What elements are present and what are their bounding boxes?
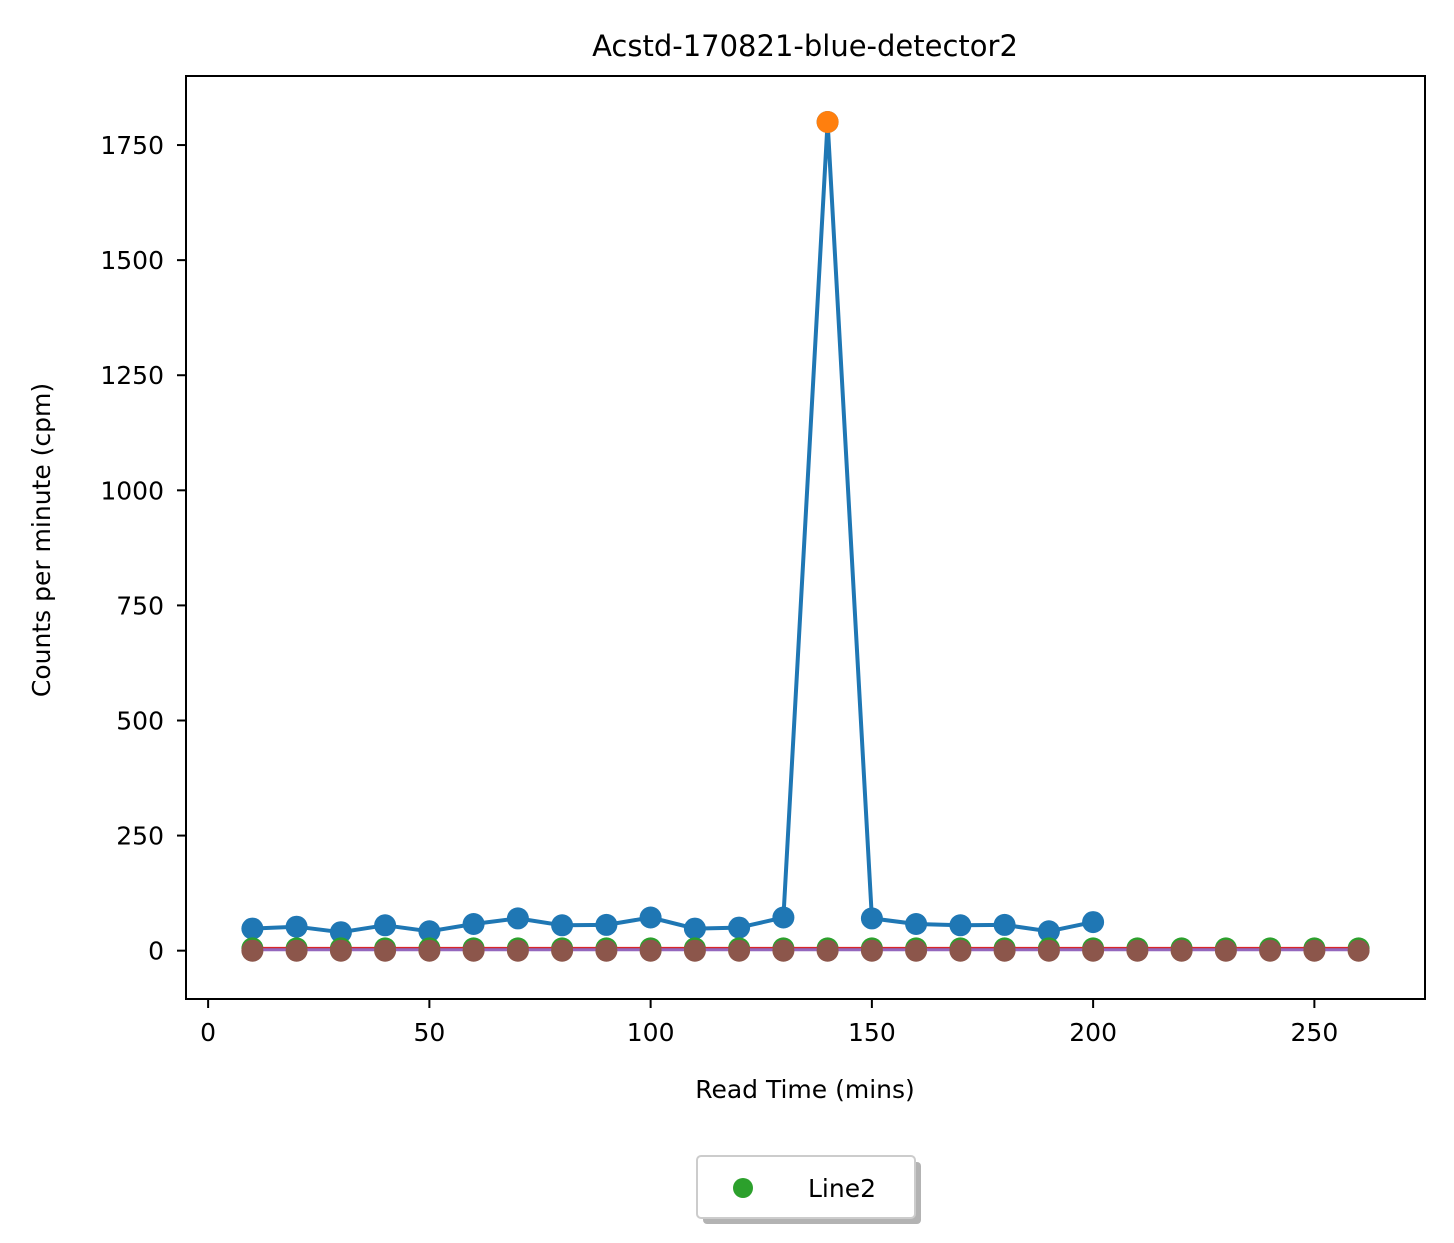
legend-box	[696, 1155, 916, 1219]
series-5-point	[1303, 939, 1326, 962]
y-tick-label: 1000	[100, 476, 164, 505]
series-1	[816, 111, 839, 133]
series-5-point	[1126, 939, 1149, 962]
series-5-point	[1259, 939, 1282, 962]
y-tick-label: 1500	[100, 246, 164, 275]
x-tick-label: 100	[627, 1018, 675, 1047]
series-0-point	[462, 913, 485, 935]
y-axis-label: Counts per minute (cpm)	[27, 383, 56, 697]
y-tick-label: 0	[148, 937, 164, 966]
x-tick-label: 0	[200, 1018, 216, 1047]
series-5-point	[241, 939, 264, 962]
series-0-point	[551, 914, 574, 937]
x-axis: 0 50 100 150 200 250	[200, 999, 1338, 1047]
series-5-point	[949, 939, 972, 962]
series-0-point	[1037, 920, 1060, 943]
series-0-point	[905, 913, 928, 935]
series-0-point	[329, 921, 352, 944]
y-tick-label: 500	[116, 706, 164, 735]
chart-title: Acstd-170821-blue-detector2	[592, 29, 1018, 63]
y-tick-label: 1250	[100, 361, 164, 390]
series-5-point	[462, 939, 485, 962]
series-5-point	[1082, 939, 1105, 962]
series-1-point	[816, 111, 839, 133]
series-5-point	[418, 939, 441, 962]
series-5-point	[1214, 939, 1237, 962]
legend: Line2	[696, 1155, 921, 1224]
series-0-point	[418, 920, 441, 943]
series-0-point	[374, 914, 397, 937]
series-5-point	[595, 939, 618, 962]
plot-area	[241, 111, 1370, 962]
series-5-point	[506, 939, 529, 962]
series-0-point	[772, 906, 795, 929]
series-5	[241, 939, 1370, 962]
series-0-point	[285, 915, 308, 938]
series-5-point	[683, 939, 706, 962]
legend-marker	[733, 1178, 753, 1198]
axes-frame	[185, 75, 1426, 1000]
series-5-point	[374, 939, 397, 962]
x-tick-label: 50	[413, 1018, 445, 1047]
series-5-point	[860, 939, 883, 962]
series-0-point	[949, 914, 972, 937]
x-tick-label: 250	[1291, 1018, 1339, 1047]
series-5-point	[1170, 939, 1193, 962]
series-5-point	[551, 939, 574, 962]
x-tick-label: 200	[1069, 1018, 1117, 1047]
series-0-point	[1082, 911, 1105, 934]
series-5-point	[285, 939, 308, 962]
series-5-point	[993, 939, 1016, 962]
series-0-point	[241, 917, 264, 940]
series-5-point	[772, 939, 795, 962]
series-5-point	[905, 939, 928, 962]
series-5-point	[329, 939, 352, 962]
y-axis: 0 250 500 750 1000 1250 1500 1750	[100, 131, 186, 966]
series-5-point	[639, 939, 662, 962]
series-0-point	[860, 907, 883, 930]
series-5-point	[728, 939, 751, 962]
series-0-point	[683, 917, 706, 940]
series-0-point	[639, 906, 662, 929]
x-tick-label: 150	[848, 1018, 896, 1047]
y-tick-label: 1750	[100, 131, 164, 160]
series-5-point	[1347, 939, 1370, 962]
y-tick-label: 750	[116, 591, 164, 620]
series-0-point	[506, 907, 529, 930]
series-0-point	[595, 913, 618, 936]
x-axis-label: Read Time (mins)	[695, 1075, 915, 1104]
legend-label: Line2	[808, 1174, 876, 1203]
series-0-point	[993, 913, 1016, 936]
series-0-point	[728, 916, 751, 939]
series-5-point	[816, 939, 839, 962]
series-5-point	[1037, 939, 1060, 962]
y-tick-label: 250	[116, 822, 164, 851]
